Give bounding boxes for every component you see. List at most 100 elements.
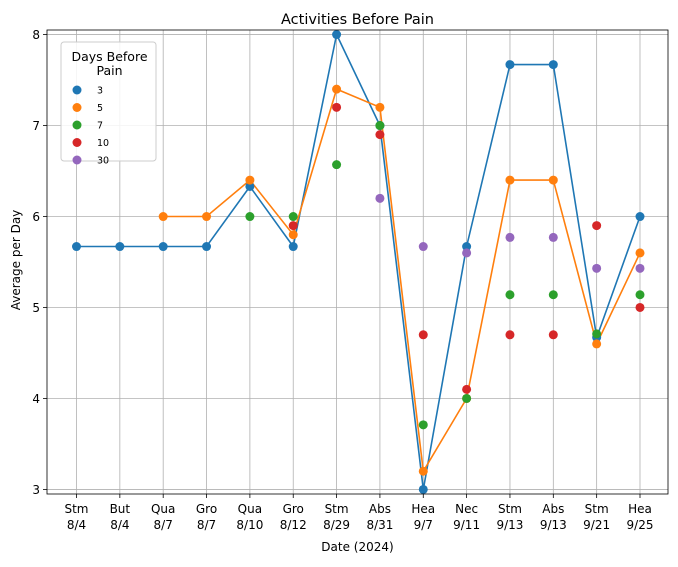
data-point-10 (548, 330, 558, 340)
data-point-3 (505, 60, 515, 70)
data-point-10 (332, 102, 342, 112)
data-point-7 (418, 420, 428, 430)
x-tick-label: Abs (542, 502, 564, 516)
data-point-3 (202, 242, 212, 252)
data-point-30 (635, 263, 645, 273)
data-point-5 (375, 102, 385, 112)
legend-marker-3 (72, 85, 82, 95)
x-tick-label: 9/25 (627, 518, 654, 532)
data-point-30 (592, 263, 602, 273)
data-point-7 (505, 290, 515, 300)
data-point-7 (245, 212, 255, 222)
data-point-3 (72, 242, 81, 252)
data-point-10 (375, 130, 385, 140)
data-point-10 (592, 221, 602, 231)
data-point-7 (548, 290, 558, 300)
data-point-7 (592, 329, 602, 339)
x-tick-label: 9/21 (583, 518, 610, 532)
data-point-3 (158, 242, 168, 252)
data-point-5 (592, 339, 602, 349)
x-tick-label: Qua (238, 502, 262, 516)
data-point-7 (332, 160, 342, 170)
x-tick-label: Stm (498, 502, 522, 516)
y-tick-label: 5 (32, 301, 40, 315)
axis-ticks: Stm 8/4 But 8/4 Qua 8/7 Gro 8/7 Qua 8/10 Gro 8/12 St… (32, 28, 653, 532)
x-tick-label: Nec (455, 502, 478, 516)
y-tick-label: 8 (32, 28, 40, 42)
series-line-5 (163, 88, 641, 474)
y-tick-label: 7 (32, 119, 40, 133)
data-point-5 (332, 84, 342, 94)
data-point-3 (245, 181, 255, 191)
legend-marker-30 (72, 155, 82, 165)
x-tick-label: Gro (196, 502, 217, 516)
data-point-7 (288, 212, 298, 222)
x-tick-label: 8/29 (323, 518, 350, 532)
x-tick-label: Stm (325, 502, 349, 516)
data-point-3 (418, 484, 428, 494)
data-point-7 (462, 393, 472, 403)
legend-label: 5 (97, 103, 103, 114)
data-point-10 (505, 330, 515, 340)
data-point-5 (288, 230, 298, 240)
x-tick-label: 8/12 (280, 518, 307, 532)
data-point-30 (548, 232, 558, 242)
data-point-5 (635, 248, 645, 258)
series-line-3 (76, 31, 641, 490)
x-tick-label: 8/7 (154, 518, 173, 532)
x-tick-label: Hea (628, 502, 652, 516)
x-tick-label: 8/4 (110, 518, 129, 532)
data-points (72, 30, 645, 494)
data-point-5 (158, 212, 168, 222)
data-point-3 (548, 60, 558, 70)
legend-title: Pain (96, 63, 122, 78)
y-axis-label: Average per Day (9, 210, 23, 311)
legend-title: Days Before (71, 49, 147, 64)
x-tick-label: Stm (64, 502, 88, 516)
legend-label: 3 (97, 86, 103, 97)
legend-marker-5 (72, 103, 82, 112)
x-tick-label: Abs (369, 502, 391, 516)
x-tick-label: Qua (151, 502, 175, 516)
chart-title: Activities Before Pain (281, 12, 434, 28)
x-tick-label: 9/13 (496, 518, 523, 532)
data-point-3 (332, 30, 342, 40)
data-point-5 (202, 212, 212, 222)
data-point-30 (505, 232, 515, 242)
legend-label: 10 (97, 138, 109, 149)
data-point-5 (505, 175, 515, 185)
x-tick-label: 8/4 (67, 518, 86, 532)
data-point-5 (418, 466, 428, 476)
data-point-3 (462, 242, 472, 252)
data-point-7 (375, 121, 385, 131)
legend-box (60, 41, 157, 162)
y-tick-label: 3 (32, 483, 40, 497)
x-tick-label: 8/31 (366, 518, 393, 532)
x-tick-label: But (110, 502, 131, 516)
x-tick-label: 9/7 (414, 518, 433, 532)
data-point-10 (418, 330, 428, 340)
legend-label: 7 (97, 121, 103, 132)
data-point-3 (288, 242, 298, 252)
legend-marker-7 (72, 120, 82, 130)
data-point-10 (635, 302, 645, 312)
legend-marker-10 (72, 138, 82, 147)
x-tick-label: 8/7 (197, 518, 216, 532)
grid (47, 30, 668, 494)
x-axis-label: Date (2024) (321, 540, 393, 554)
x-tick-label: 9/13 (540, 518, 567, 532)
legend-label: 30 (97, 156, 109, 167)
x-tick-label: 8/10 (236, 518, 263, 532)
plot-frame (46, 29, 669, 495)
x-tick-label: Hea (411, 502, 435, 516)
data-point-30 (462, 248, 472, 258)
data-point-30 (418, 242, 428, 252)
data-point-30 (375, 193, 385, 203)
data-point-10 (288, 221, 298, 231)
data-point-7 (635, 290, 645, 300)
x-tick-label: Stm (585, 502, 609, 516)
y-tick-label: 4 (32, 392, 40, 406)
x-tick-label: 9/11 (453, 518, 480, 532)
